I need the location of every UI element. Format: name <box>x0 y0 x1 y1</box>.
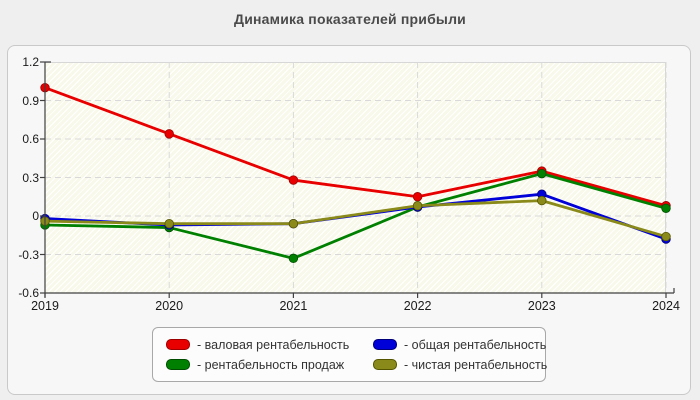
legend-swatch-icon <box>166 339 190 350</box>
legend-swatch-icon <box>373 339 397 350</box>
x-tick-label: 2019 <box>31 299 59 313</box>
x-tick-label: 2022 <box>403 299 432 313</box>
legend-label: - валовая рентабельность <box>197 337 350 352</box>
legend-item: - рентабельность продаж <box>166 356 373 373</box>
y-tick-label: 0.3 <box>22 170 39 185</box>
chart-title: Динамика показателей прибыли <box>234 11 466 27</box>
x-tick-label: 2021 <box>279 299 308 313</box>
y-tick-label: 0 <box>32 209 39 223</box>
legend-item: - валовая рентабельность <box>166 336 373 353</box>
legend-swatch-icon <box>373 359 397 370</box>
legend-item: - общая рентабельность <box>373 336 547 353</box>
y-tick-label: 0.6 <box>22 132 39 146</box>
legend-item: - чистая рентабельность <box>373 356 547 373</box>
x-tick-label: 2020 <box>155 299 184 313</box>
x-tick-label: 2023 <box>527 299 556 313</box>
legend-label: - общая рентабельность <box>404 337 547 352</box>
legend-label: - рентабельность продаж <box>197 357 345 372</box>
y-tick-label: -0.6 <box>18 286 39 300</box>
legend-label: - чистая рентабельность <box>404 357 548 372</box>
y-tick-label: -0.3 <box>18 247 39 262</box>
plot-area <box>45 62 666 293</box>
legend-swatch-icon <box>166 359 190 370</box>
y-tick-label: 1.2 <box>22 55 39 69</box>
y-tick-label: 0.9 <box>22 93 39 108</box>
chart-legend: - валовая рентабельность - общая рентабел… <box>152 327 547 382</box>
x-tick-label: 2024 <box>652 299 680 313</box>
